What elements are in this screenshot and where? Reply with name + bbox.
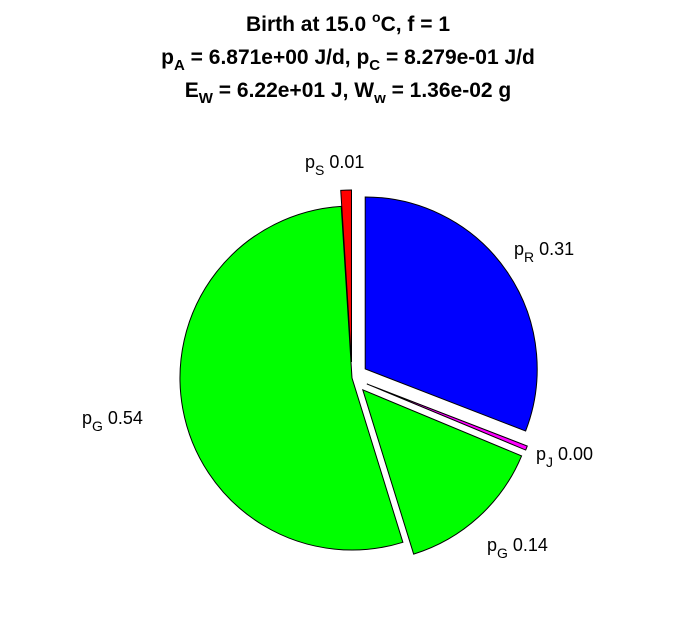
pie-slice-R-0 [364, 196, 538, 432]
slice-label-S-4: pS 0.01 [305, 152, 364, 178]
slice-label-G-3: pG 0.54 [82, 408, 143, 434]
pie-slice-G-2 [361, 388, 523, 555]
pie-slice-G-3 [179, 205, 404, 551]
chart-title: Birth at 15.0 oC, f = 1 pA = 6.871e+00 J… [0, 8, 696, 107]
title-line-2: pA = 6.871e+00 J/d, pC = 8.279e-01 J/d [161, 46, 535, 74]
title-line-3: EW = 6.22e+01 J, Ww = 1.36e-02 g [184, 79, 512, 107]
pie-slice-S-4 [340, 189, 352, 363]
slice-label-G-2: pG 0.14 [487, 535, 548, 561]
slice-label-R-0: pR 0.31 [514, 239, 574, 265]
pie-slice-J-1 [366, 383, 528, 451]
title-line-1: Birth at 15.0 oC, f = 1 [245, 9, 451, 36]
slice-label-J-1: pJ 0.00 [536, 444, 593, 470]
